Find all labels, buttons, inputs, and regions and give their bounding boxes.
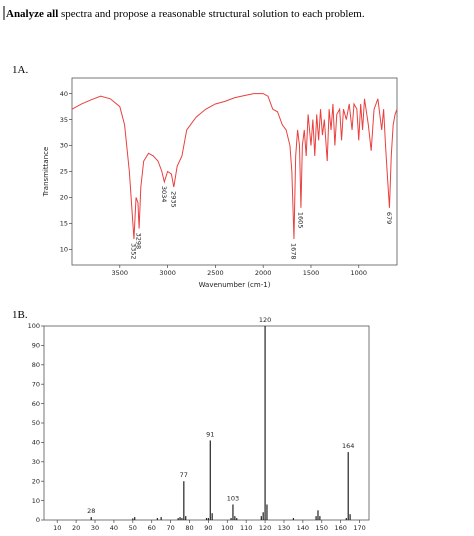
spectrum-peak xyxy=(292,518,295,520)
x-tick-label: 160 xyxy=(334,524,346,532)
peak-label: 120 xyxy=(259,316,271,324)
spectrum-peak xyxy=(264,326,266,520)
spectrum-peak xyxy=(262,512,264,520)
spectrum-peak xyxy=(205,518,208,520)
y-tick-label: 25 xyxy=(60,168,68,176)
y-tick-label: 10 xyxy=(32,497,40,505)
peak-label: 1678 xyxy=(289,243,297,260)
y-tick-label: 15 xyxy=(60,220,68,228)
spectrum-peak xyxy=(179,517,181,520)
spectrum-peak xyxy=(260,516,262,520)
spectrum-peak xyxy=(317,510,319,520)
spectrum-peak xyxy=(234,516,236,520)
x-tick-label: 140 xyxy=(297,524,309,532)
spectrum-peak xyxy=(185,516,187,520)
plot-frame xyxy=(43,325,370,521)
x-tick-label: 3000 xyxy=(159,269,176,277)
y-tick-label: 90 xyxy=(32,342,40,350)
spectrum-peak xyxy=(266,504,268,520)
x-tick-label: 150 xyxy=(316,524,328,532)
spectrum-peak xyxy=(177,518,179,520)
x-tick-label: 3500 xyxy=(112,269,129,277)
y-tick-label: 80 xyxy=(32,361,40,369)
x-tick-label: 110 xyxy=(240,524,252,532)
instructions-bold: Analyze all xyxy=(6,8,58,20)
spectrum-peak xyxy=(230,518,232,520)
spectrum-peak xyxy=(236,518,238,520)
peak-label: 3298 xyxy=(135,233,143,250)
instructions-text: spectra and propose a reasonable structu… xyxy=(58,8,365,20)
x-tick-label: 2500 xyxy=(207,269,224,277)
spectrum-peak xyxy=(181,518,183,520)
y-tick-label: 60 xyxy=(32,400,40,408)
y-tick-label: 100 xyxy=(28,322,40,330)
spectrum-peak xyxy=(347,452,349,520)
x-tick-label: 170 xyxy=(353,524,365,532)
x-tick-label: 80 xyxy=(185,524,193,532)
spectrum-peak xyxy=(132,518,134,520)
x-tick-label: 20 xyxy=(72,524,80,532)
peak-label: 679 xyxy=(385,212,393,224)
x-tick-label: 100 xyxy=(221,524,233,532)
spectrum-peak xyxy=(209,440,211,520)
y-axis-label: Transmittance xyxy=(42,147,50,198)
x-tick-label: 10 xyxy=(53,524,61,532)
spectrum-peak xyxy=(160,517,162,520)
spectrum-peak xyxy=(315,516,317,520)
y-tick-label: 20 xyxy=(60,194,68,202)
x-tick-label: 1000 xyxy=(350,269,367,277)
spectrum-peak xyxy=(349,514,351,520)
y-tick-label: 40 xyxy=(32,439,40,447)
spectrum-line xyxy=(71,93,398,240)
x-tick-label: 30 xyxy=(91,524,99,532)
spectrum-peak xyxy=(183,481,185,520)
spectrum-peak xyxy=(207,518,209,520)
spectrum-peak xyxy=(134,517,136,520)
x-axis-label: Wavenumber (cm-1) xyxy=(199,281,271,289)
x-tick-label: 2000 xyxy=(255,269,272,277)
x-tick-label: 1500 xyxy=(303,269,320,277)
y-tick-label: 10 xyxy=(60,246,68,254)
peak-label: 103 xyxy=(227,494,239,502)
x-tick-label: 70 xyxy=(166,524,174,532)
section-label: 1A. xyxy=(12,64,28,76)
x-tick-label: 40 xyxy=(110,524,118,532)
x-tick-label: 90 xyxy=(204,524,212,532)
x-tick-label: 120 xyxy=(259,524,271,532)
peak-label: 2935 xyxy=(169,191,177,208)
y-tick-label: 50 xyxy=(32,419,40,427)
peak-label: 3352 xyxy=(129,243,137,260)
plot-frame xyxy=(71,77,398,266)
y-tick-label: 30 xyxy=(32,458,40,466)
peak-label: 91 xyxy=(206,430,214,438)
y-tick-label: 20 xyxy=(32,477,40,485)
spectrum-peak xyxy=(156,518,158,520)
spectrum-peak xyxy=(211,513,213,520)
y-tick-label: 40 xyxy=(60,90,68,98)
spectrum-peak xyxy=(319,516,321,520)
x-tick-label: 50 xyxy=(129,524,137,532)
peak-label: 1605 xyxy=(296,212,304,229)
peak-label: 164 xyxy=(342,442,354,450)
y-tick-label: 0 xyxy=(36,516,40,524)
peak-label: 3034 xyxy=(160,186,168,203)
spectrum-peak xyxy=(90,517,92,520)
spectrum-peak xyxy=(232,504,234,520)
x-tick-label: 130 xyxy=(278,524,290,532)
y-tick-label: 35 xyxy=(60,116,68,124)
spectrum-peak xyxy=(345,518,347,520)
x-tick-label: 60 xyxy=(148,524,156,532)
y-tick-label: 30 xyxy=(60,142,68,150)
peak-label: 28 xyxy=(87,507,95,515)
instructions: Analyze all spectra and propose a reason… xyxy=(6,8,365,20)
peak-label: 77 xyxy=(180,471,188,479)
y-tick-label: 70 xyxy=(32,380,40,388)
section-label: 1B. xyxy=(12,309,28,321)
